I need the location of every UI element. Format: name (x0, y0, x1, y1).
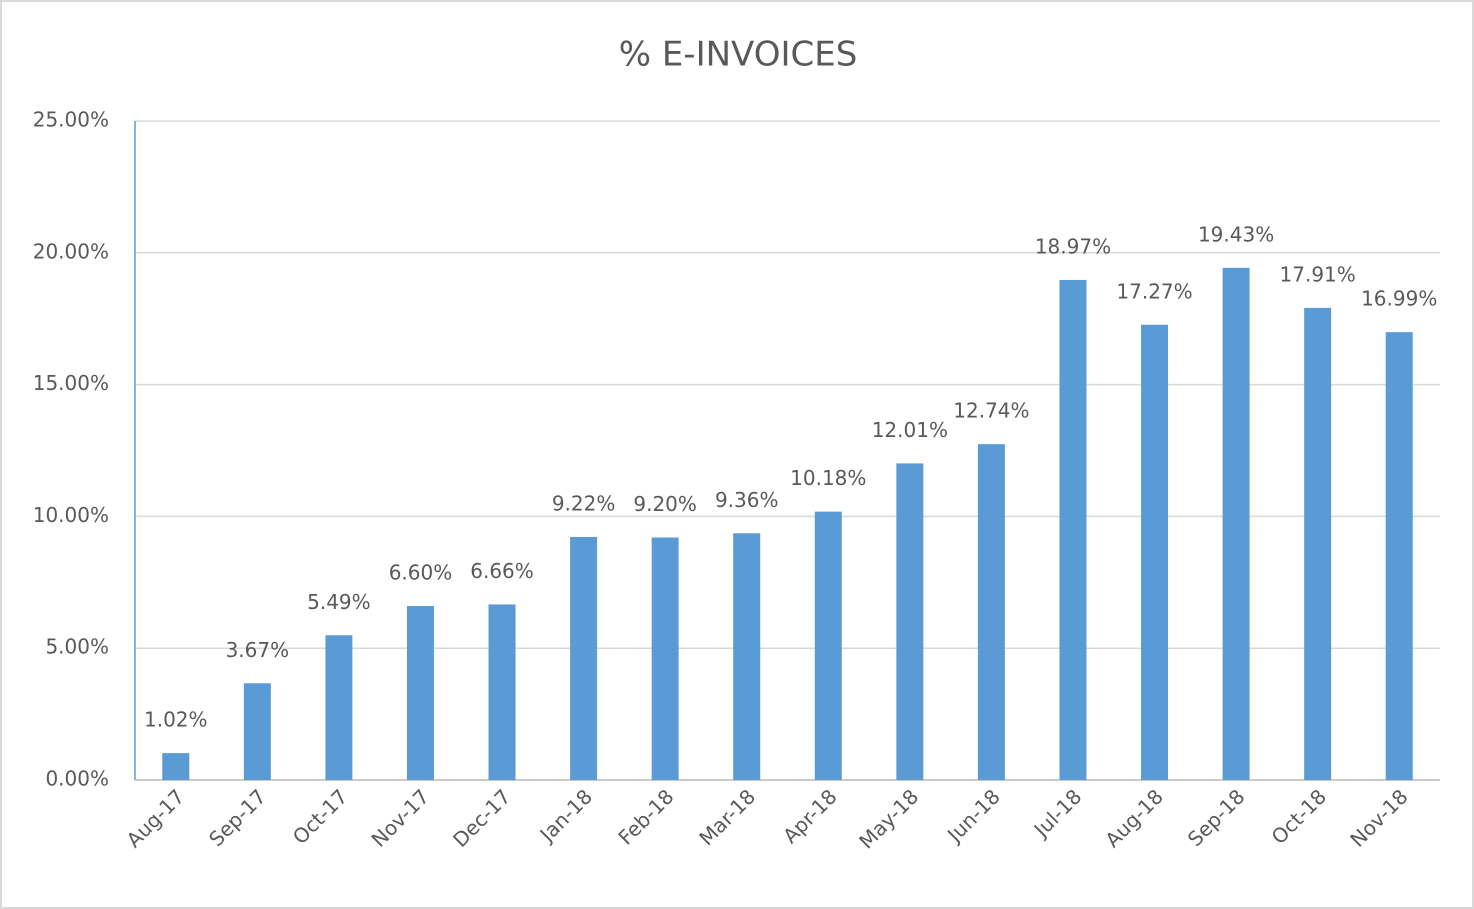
data-label: 19.43% (1198, 222, 1274, 246)
y-tick-label: 25.00% (33, 108, 109, 132)
y-tick-label: 10.00% (33, 503, 109, 527)
bar (1141, 324, 1169, 780)
data-label: 9.22% (552, 491, 616, 515)
data-label: 12.01% (872, 418, 948, 442)
data-label: 12.74% (953, 399, 1029, 423)
bar (1304, 307, 1332, 780)
bar (977, 444, 1005, 780)
bar (814, 511, 842, 780)
bar (243, 683, 271, 780)
y-tick-label: 15.00% (33, 371, 109, 395)
bar (1059, 279, 1087, 780)
data-label: 6.66% (470, 559, 534, 583)
bar (733, 533, 761, 780)
bar (651, 537, 679, 780)
bar (570, 536, 598, 780)
data-label: 10.18% (790, 466, 866, 490)
data-label: 5.49% (307, 590, 371, 614)
data-label: 3.67% (226, 638, 290, 662)
chart-title: % E-INVOICES (619, 35, 858, 75)
data-label: 9.20% (633, 492, 697, 516)
bar (406, 606, 434, 780)
data-label: 1.02% (144, 708, 208, 732)
y-tick-label: 0.00% (45, 767, 109, 791)
data-label: 16.99% (1361, 287, 1437, 311)
bar (488, 604, 516, 780)
data-label: 9.36% (715, 488, 779, 512)
data-label: 6.60% (389, 561, 453, 585)
bar (1385, 332, 1413, 780)
bar (1222, 267, 1250, 780)
y-tick-label: 5.00% (45, 635, 109, 659)
bar (325, 635, 353, 780)
bar (162, 753, 190, 780)
bar (896, 463, 924, 780)
data-label: 18.97% (1035, 234, 1111, 258)
data-label: 17.91% (1280, 262, 1356, 286)
y-tick-label: 20.00% (33, 239, 109, 263)
data-label: 17.27% (1116, 279, 1192, 303)
